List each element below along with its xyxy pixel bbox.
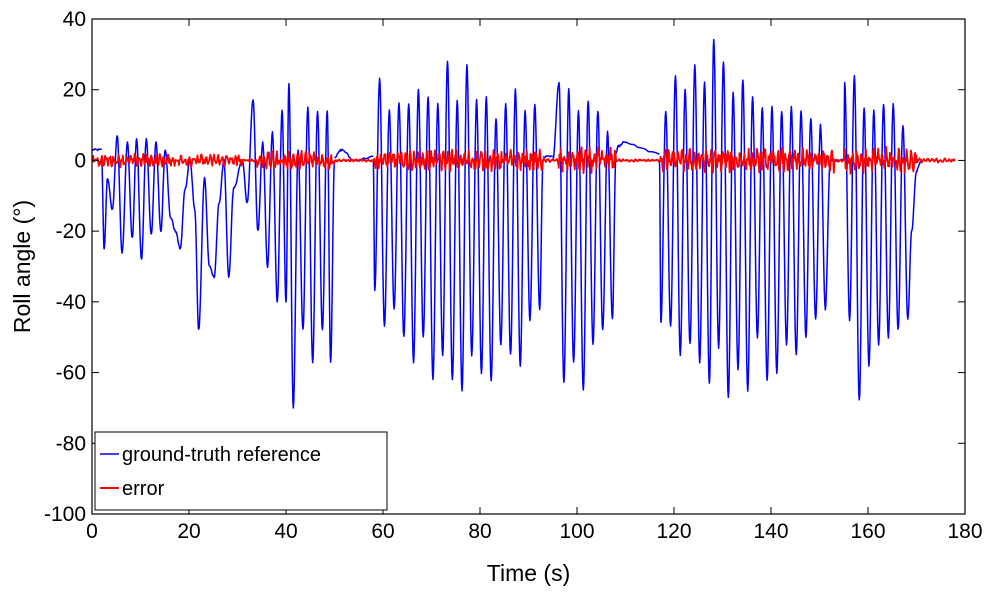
ground-truth-segment-4	[372, 60, 544, 392]
series-layer	[92, 38, 956, 409]
x-tick-label-4: 80	[468, 520, 491, 543]
ground-truth-segment-7	[615, 141, 660, 155]
ground-truth-segment-2	[241, 82, 336, 409]
x-tick-label-1: 20	[177, 520, 200, 543]
y-axis-title: Roll angle (°)	[9, 200, 35, 333]
x-tick-label-5: 100	[559, 520, 594, 543]
legend: ground-truth reference error	[94, 431, 388, 511]
error-line	[92, 145, 956, 175]
plot-frame	[91, 18, 966, 515]
ground-truth-segment-0	[92, 148, 102, 152]
x-tick-label-3: 60	[371, 520, 394, 543]
y-tick-label-7: -100	[44, 503, 86, 526]
legend-box	[94, 431, 388, 511]
ground-truth-segment-10	[843, 74, 923, 401]
ground-truth-segment-5	[542, 155, 553, 159]
ground-truth-segment-1	[100, 135, 243, 331]
y-tick-label-5: -60	[56, 362, 86, 385]
legend-label-ground-truth: ground-truth reference	[122, 444, 321, 466]
y-tick-label-6: -80	[56, 432, 86, 455]
y-tick-label-1: 20	[63, 79, 86, 102]
ground-truth-segment-3	[334, 148, 374, 162]
legend-label-error: error	[122, 478, 165, 500]
x-tick-label-7: 140	[753, 520, 788, 543]
y-tick-label-2: 0	[74, 149, 86, 172]
x-axis-title: Time (s)	[487, 560, 570, 586]
y-tick-label-3: -20	[56, 220, 86, 243]
y-tick-label-0: 40	[63, 8, 86, 31]
x-tick-label-6: 120	[656, 520, 691, 543]
x-tick-label-0: 0	[86, 520, 98, 543]
x-tick-label-8: 160	[850, 520, 885, 543]
ground-truth-segment-8	[658, 38, 835, 399]
y-tick-label-4: -40	[56, 291, 86, 314]
x-tick-label-2: 40	[274, 520, 297, 543]
x-tick-label-9: 180	[947, 520, 982, 543]
ground-truth-segment-6	[552, 81, 617, 391]
